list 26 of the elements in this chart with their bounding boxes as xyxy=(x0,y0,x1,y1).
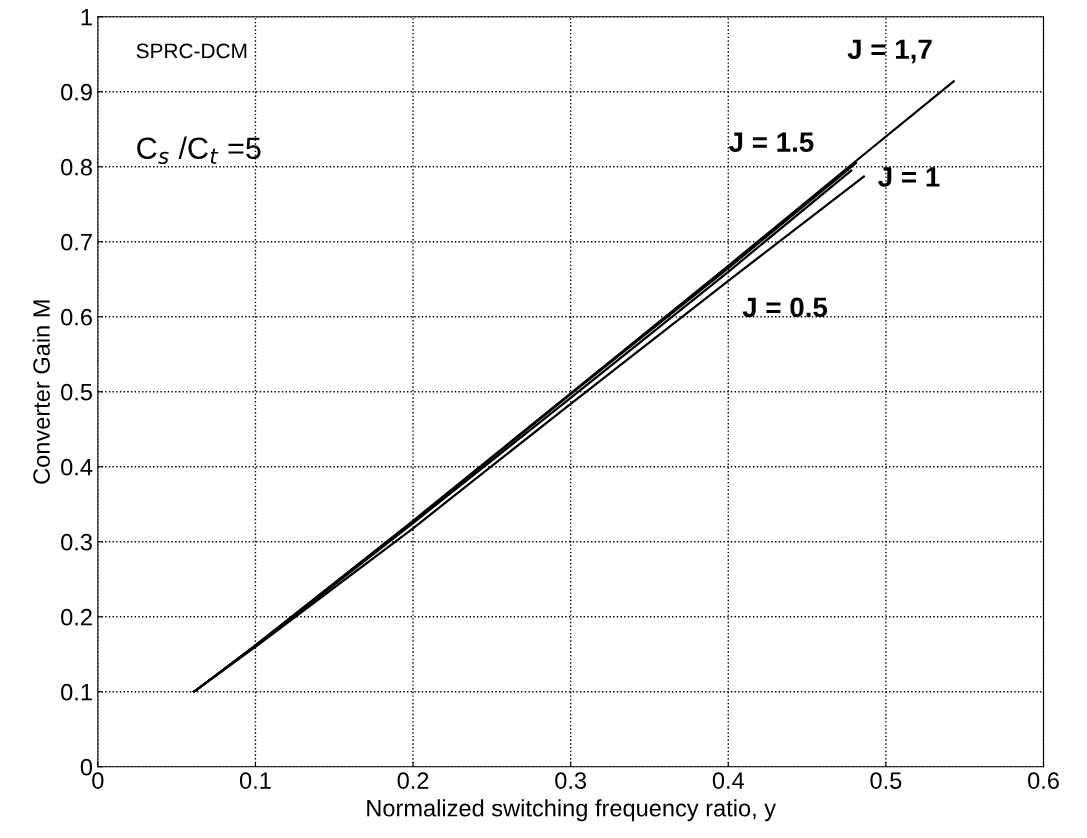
x-tick-label: 0 xyxy=(92,772,104,789)
x-tick-label: 0.3 xyxy=(555,772,587,789)
y-tick-label: 0.7 xyxy=(61,233,92,251)
series-label: J = 1,7 xyxy=(847,39,932,64)
annotation: C$_{s}$ /C$_{t}$ =5 xyxy=(137,136,261,165)
x-tick-label: 0.5 xyxy=(870,772,902,789)
annotation: SPRC-DCM xyxy=(136,43,247,59)
y-axis-title: Converter Gain M xyxy=(32,300,50,484)
y-tick-label: 0.6 xyxy=(61,308,92,326)
series-label: J = 0.5 xyxy=(742,297,828,318)
y-tick-label: 0.8 xyxy=(61,158,92,176)
y-tick-label: 0 xyxy=(80,758,93,776)
x-tick-label: 0.2 xyxy=(397,772,429,789)
y-tick-label: 0.9 xyxy=(61,83,92,101)
y-tick-label: 0.4 xyxy=(61,458,93,476)
y-tick-label: 1 xyxy=(81,9,92,26)
series-label: J = 1 xyxy=(878,167,940,187)
y-tick-label: 0.1 xyxy=(61,683,92,701)
y-tick-label: 0.2 xyxy=(61,608,92,626)
x-tick-label: 0.1 xyxy=(239,772,271,789)
series-label: J = 1.5 xyxy=(729,132,814,152)
y-tick-label: 0.3 xyxy=(61,533,92,551)
y-tick-label: 0.5 xyxy=(61,383,92,401)
x-tick-label: 0.4 xyxy=(712,772,745,789)
x-tick-label: 0.6 xyxy=(1028,772,1059,789)
x-axis-title: Normalized switching frequency ratio, y xyxy=(367,799,777,822)
